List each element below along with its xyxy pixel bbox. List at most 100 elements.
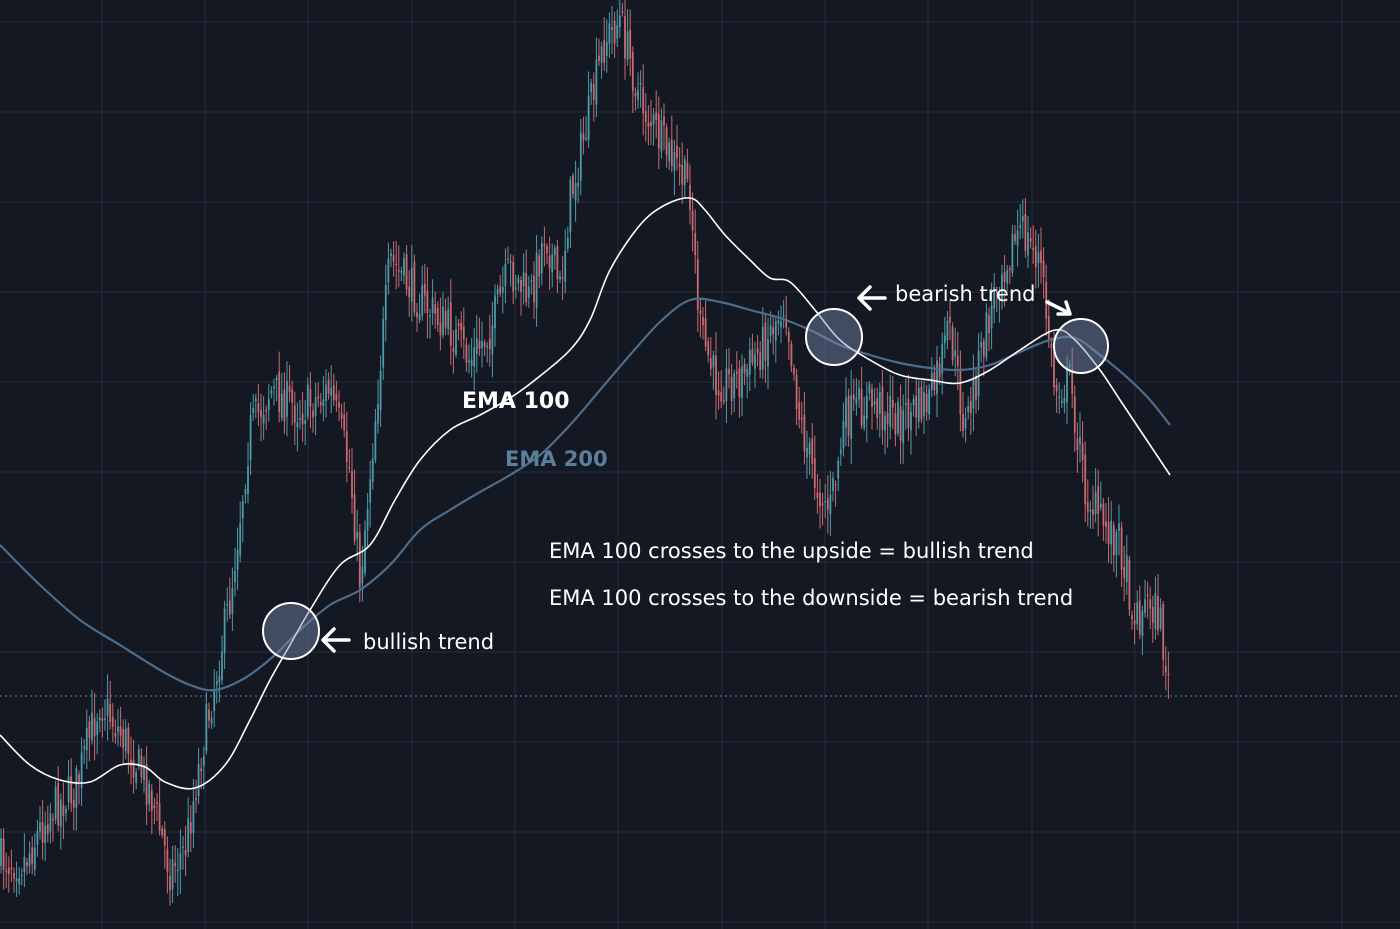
- candle-body: [767, 339, 769, 367]
- candle-body: [254, 398, 257, 402]
- candle-body: [696, 259, 699, 310]
- candle-body: [611, 27, 613, 30]
- candle-body: [826, 498, 829, 510]
- candle-body: [1146, 594, 1149, 597]
- candle-body: [332, 385, 335, 401]
- candle-body: [751, 349, 754, 363]
- candle-body: [728, 368, 730, 375]
- candle-body: [1141, 611, 1144, 636]
- candle-body: [977, 350, 980, 397]
- candle-body: [247, 466, 249, 495]
- candle-body: [616, 25, 619, 39]
- candle-body: [244, 489, 247, 495]
- candle-body: [629, 29, 632, 59]
- candle-body: [1016, 230, 1019, 246]
- candle-body: [644, 111, 647, 123]
- candle-body: [587, 96, 590, 141]
- candle-body: [434, 304, 437, 314]
- candle-body: [410, 267, 413, 302]
- candle-body: [1120, 527, 1123, 570]
- candle-body: [150, 790, 153, 811]
- candle-body: [260, 410, 262, 417]
- rule-downside-text: EMA 100 crosses to the downside = bearis…: [549, 586, 1073, 610]
- candle-body: [1027, 232, 1029, 256]
- candle-body: [1014, 234, 1016, 241]
- candle-body: [533, 275, 535, 303]
- candle-body: [15, 878, 18, 882]
- candle-body: [522, 272, 525, 287]
- candle-body: [208, 709, 210, 721]
- candle-body: [795, 375, 798, 409]
- candle-body: [592, 84, 595, 100]
- candle-body: [356, 531, 359, 539]
- candle-body: [439, 322, 442, 336]
- candle-body: [249, 415, 252, 460]
- candle-body: [387, 258, 390, 283]
- candle-body: [668, 142, 671, 162]
- candle-body: [475, 338, 478, 354]
- candle-body: [842, 420, 845, 449]
- candle-body: [923, 392, 925, 417]
- candle-body: [967, 405, 970, 413]
- candle-body: [1079, 436, 1081, 445]
- candle-body: [1029, 238, 1032, 242]
- candle-body: [821, 503, 824, 505]
- candle-body: [962, 414, 964, 431]
- candle-body: [904, 403, 907, 406]
- candle-body: [436, 308, 439, 325]
- candle-body: [902, 410, 905, 443]
- candle-body: [226, 604, 229, 606]
- candle-body: [707, 341, 710, 356]
- candle-body: [124, 728, 127, 752]
- candle-body: [1149, 599, 1152, 609]
- candle-body: [733, 373, 736, 399]
- candle-body: [871, 388, 873, 408]
- candle-body: [1006, 270, 1009, 284]
- candle-body: [98, 717, 101, 721]
- candle-body: [725, 368, 728, 401]
- candle-body: [340, 412, 343, 419]
- candle-body: [470, 359, 473, 366]
- candle-body: [683, 159, 686, 185]
- candle-body: [686, 162, 689, 180]
- candle-body: [1162, 604, 1165, 660]
- candle-body: [540, 242, 543, 274]
- candle-body: [785, 318, 788, 328]
- candle-body: [1144, 599, 1146, 613]
- candle-body: [80, 752, 83, 789]
- candle-body: [18, 878, 21, 885]
- candle-body: [455, 329, 457, 355]
- candle-body: [491, 324, 494, 355]
- candle-body: [704, 318, 707, 347]
- candle-body: [1136, 602, 1139, 624]
- candle-body: [306, 384, 309, 417]
- candle-body: [137, 749, 140, 767]
- candle-body: [975, 376, 977, 400]
- candle-body: [91, 712, 93, 741]
- candle-body: [494, 295, 496, 329]
- candle-body: [759, 352, 762, 371]
- candle-body: [928, 389, 931, 415]
- candle-body: [655, 112, 658, 120]
- ema-200-line: [0, 297, 1171, 692]
- candle-body: [218, 676, 221, 683]
- candle-body: [512, 261, 515, 292]
- candle-body: [273, 386, 275, 389]
- candle-body: [517, 277, 520, 284]
- candle-body: [559, 276, 561, 280]
- candle-body: [1086, 502, 1089, 512]
- candle-body: [228, 600, 231, 615]
- candle-body: [416, 312, 418, 318]
- candle-body: [847, 395, 850, 436]
- candle-body: [288, 385, 291, 392]
- bullish-trend-label: bullish trend: [363, 630, 494, 654]
- candle-body: [481, 341, 483, 349]
- candle-body: [819, 492, 821, 507]
- candle-body: [634, 92, 637, 97]
- candle-body: [449, 302, 452, 346]
- candle-body: [163, 829, 166, 846]
- candle-body: [1094, 492, 1097, 515]
- candle-body: [585, 138, 587, 140]
- candle-body: [418, 314, 421, 321]
- candle-body: [96, 721, 99, 736]
